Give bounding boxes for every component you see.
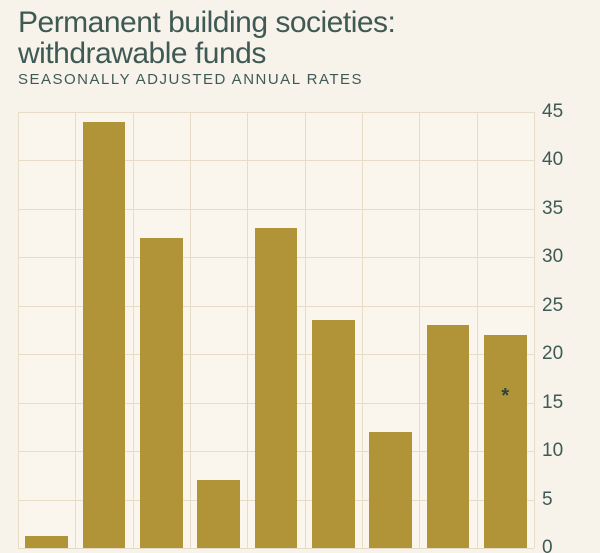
gridline-vertical — [305, 112, 306, 548]
bar — [369, 432, 411, 548]
gridline-vertical — [18, 112, 19, 548]
title-block: Permanent building societies: withdrawab… — [18, 8, 590, 88]
bar — [197, 480, 239, 548]
y-tick-label: 20 — [542, 343, 563, 365]
plot-area: * — [18, 112, 534, 548]
gridline-vertical — [534, 112, 535, 548]
bar — [484, 335, 526, 548]
y-tick-label: 45 — [542, 101, 563, 123]
gridline-vertical — [75, 112, 76, 548]
y-tick-label: 10 — [542, 440, 563, 462]
y-tick-label: 5 — [542, 489, 553, 511]
gridline-horizontal — [18, 112, 534, 113]
y-tick-label: 0 — [542, 537, 553, 553]
bar — [83, 122, 125, 548]
bar — [255, 228, 297, 548]
annotation-marker: * — [501, 385, 509, 408]
gridline-vertical — [247, 112, 248, 548]
gridline-vertical — [133, 112, 134, 548]
chart-title: Permanent building societies: withdrawab… — [18, 8, 590, 69]
title-line-2: withdrawable funds — [18, 37, 266, 70]
bar — [25, 536, 67, 548]
y-tick-label: 15 — [542, 392, 563, 414]
chart-subtitle: SEASONALLY ADJUSTED ANNUAL RATES — [18, 71, 590, 88]
y-tick-label: 30 — [542, 246, 563, 268]
gridline-horizontal — [18, 548, 534, 549]
gridline-vertical — [477, 112, 478, 548]
y-tick-label: 35 — [542, 198, 563, 220]
bar — [427, 325, 469, 548]
gridline-vertical — [419, 112, 420, 548]
title-line-1: Permanent building societies: — [18, 6, 395, 39]
bar — [140, 238, 182, 548]
y-tick-label: 25 — [542, 295, 563, 317]
gridline-vertical — [362, 112, 363, 548]
gridline-vertical — [190, 112, 191, 548]
bar — [312, 320, 354, 548]
y-tick-label: 40 — [542, 149, 563, 171]
